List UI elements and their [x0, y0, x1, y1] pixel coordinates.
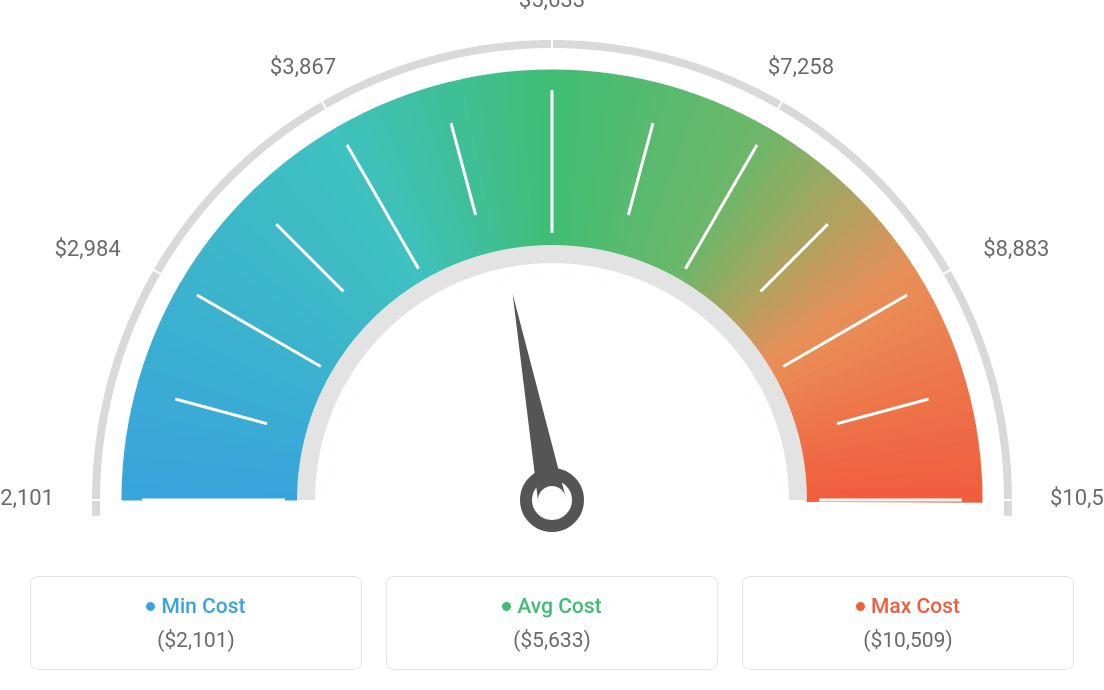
gauge-svg [0, 0, 1104, 560]
max-cost-value: ($10,509) [753, 629, 1063, 653]
gauge-tick-label: $2,984 [31, 237, 121, 262]
max-cost-title: Max Cost [753, 595, 1063, 619]
avg-cost-label: Avg Cost [517, 595, 601, 619]
gauge-tick-label: $5,633 [507, 0, 597, 13]
max-cost-label: Max Cost [871, 595, 960, 619]
gauge-tick-label: $10,509 [1050, 486, 1104, 511]
gauge-tick-label: $8,883 [983, 237, 1049, 262]
min-cost-title: Min Cost [41, 595, 351, 619]
gauge-tick-label: $2,101 [0, 486, 54, 511]
max-dot-icon [856, 602, 865, 611]
avg-dot-icon [502, 602, 511, 611]
min-cost-label: Min Cost [161, 595, 245, 619]
min-dot-icon [146, 602, 155, 611]
avg-cost-card: Avg Cost ($5,633) [386, 576, 718, 670]
gauge-chart: $2,101 $2,984 $3,867 $5,633 $7,258 $8,883 $10,… [0, 0, 1104, 560]
summary-row: Min Cost ($2,101) Avg Cost ($5,633) Max … [30, 576, 1074, 670]
gauge-tick-label: $7,258 [756, 55, 846, 80]
avg-cost-title: Avg Cost [397, 595, 707, 619]
gauge-tick-label: $3,867 [258, 55, 348, 80]
avg-cost-value: ($5,633) [397, 629, 707, 653]
max-cost-card: Max Cost ($10,509) [742, 576, 1074, 670]
min-cost-value: ($2,101) [41, 629, 351, 653]
min-cost-card: Min Cost ($2,101) [30, 576, 362, 670]
